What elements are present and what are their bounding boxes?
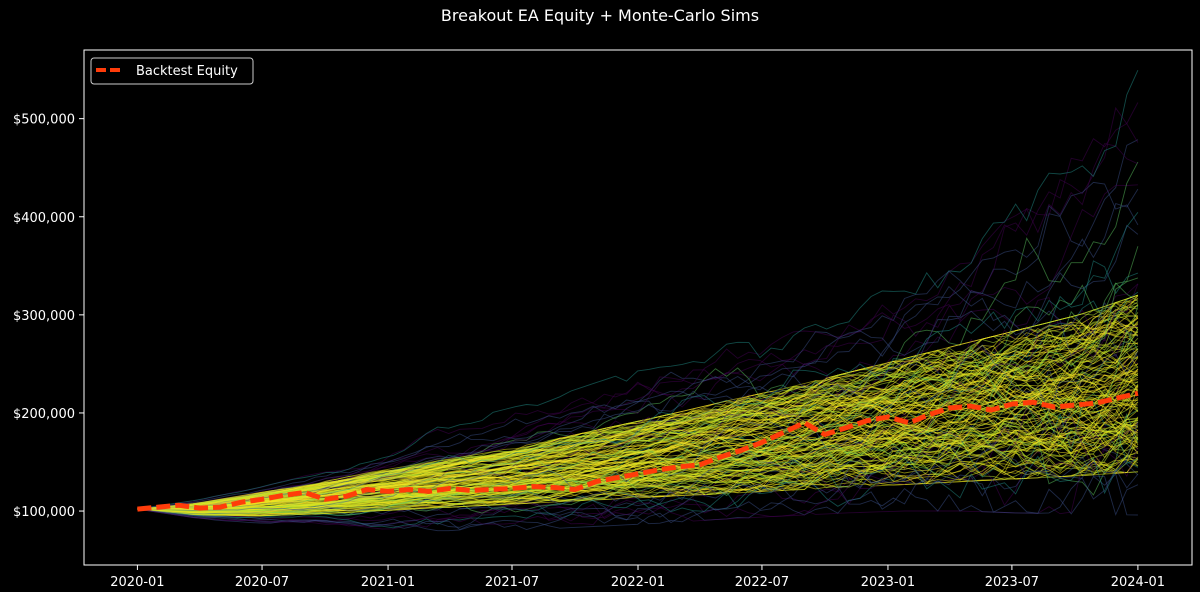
simulation-line [137,456,1139,531]
simulation-line [137,188,1139,510]
simulation-line [137,442,1139,515]
simulation-line [137,458,1139,516]
x-axis: 2020-01 2020-07 2021-01 2021-07 2022-01 2022-… [110,565,1165,590]
simulation-line [137,212,1139,510]
y-tick-label: $500,000 [13,113,75,128]
simulation-line [137,304,1139,510]
simulation-line [137,312,1139,510]
simulation-line [137,364,1138,510]
simulation-line [137,409,1139,515]
legend-box [90,57,254,85]
x-tick-label: 2020-07 [235,575,289,590]
y-tick-label: $200,000 [13,407,75,422]
y-tick-label: $100,000 [13,505,75,520]
x-tick-label: 2022-01 [611,575,665,590]
x-tick-label: 2022-07 [735,575,789,590]
simulation-line [137,429,1139,514]
simulation-line [137,455,1139,529]
simulation-line [137,368,1139,511]
y-axis: $100,000 $200,000 $300,000 $400,000 $500,000 [13,113,84,520]
simulation-line [137,184,1138,510]
simulation-line [137,371,1139,510]
simulation-line [137,224,1139,510]
simulation-line [137,423,1139,516]
simulation-line [137,371,1139,511]
simulation-line [137,342,1138,510]
monte-carlo-sims [137,70,1139,532]
y-tick-label: $300,000 [13,309,75,324]
backtest-equity-line [137,390,1139,512]
simulation-line [137,331,1139,510]
x-tick-label: 2020-01 [110,575,164,590]
simulation-line [137,388,1139,510]
simulation-line [137,417,1138,512]
x-tick-label: 2021-07 [485,575,539,590]
simulation-line [137,102,1139,510]
x-tick-label: 2021-01 [361,575,415,590]
simulation-line [137,277,1139,510]
simulation-line [137,297,1139,510]
legend-label-backtest: Backtest Equity [136,64,238,79]
x-tick-label: 2024-01 [1111,575,1165,590]
chart-title: Breakout EA Equity + Monte-Carlo Sims [440,6,760,25]
simulation-line [137,421,1139,528]
x-tick-label: 2023-07 [985,575,1039,590]
simulation-line [137,330,1139,510]
simulation-line [137,70,1139,510]
backtest-series [137,390,1139,512]
x-tick-label: 2023-01 [861,575,915,590]
legend: Backtest Equity [90,57,254,85]
y-tick-label: $400,000 [13,211,75,226]
simulation-line [137,246,1139,511]
